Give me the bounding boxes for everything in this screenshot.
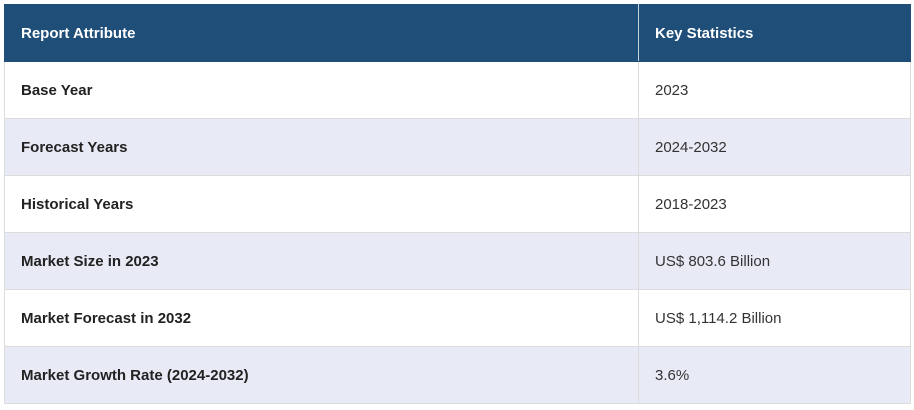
header-row: Report Attribute Key Statistics — [4, 4, 911, 62]
attribute-cell: Market Size in 2023 — [4, 232, 639, 290]
attribute-cell: Base Year — [4, 61, 639, 119]
statistic-cell: 2024-2032 — [638, 118, 911, 176]
attribute-cell: Historical Years — [4, 175, 639, 233]
table-row: Historical Years 2018-2023 — [4, 175, 911, 233]
statistic-cell: US$ 1,114.2 Billion — [638, 289, 911, 347]
table-row: Market Forecast in 2032 US$ 1,114.2 Billi… — [4, 289, 911, 347]
table-header: Report Attribute Key Statistics — [4, 4, 911, 62]
statistic-cell: US$ 803.6 Billion — [638, 232, 911, 290]
attribute-cell: Market Forecast in 2032 — [4, 289, 639, 347]
table-row: Market Size in 2023 US$ 803.6 Billion — [4, 232, 911, 290]
table-row: Forecast Years 2024-2032 — [4, 118, 911, 176]
statistic-cell: 2018-2023 — [638, 175, 911, 233]
header-cell: Key Statistics — [638, 4, 911, 62]
statistic-cell: 2023 — [638, 61, 911, 119]
table-row: Market Growth Rate (2024-2032) 3.6% — [4, 346, 911, 404]
statistic-cell: 3.6% — [638, 346, 911, 404]
stats-table: Report Attribute Key Statistics Base Yea… — [4, 4, 911, 404]
table-body: Base Year 2023 Forecast Years 2024-2032 Hist… — [4, 61, 911, 404]
attribute-cell: Market Growth Rate (2024-2032) — [4, 346, 639, 404]
table-row: Base Year 2023 — [4, 61, 911, 119]
header-cell: Report Attribute — [4, 4, 639, 62]
attribute-cell: Forecast Years — [4, 118, 639, 176]
